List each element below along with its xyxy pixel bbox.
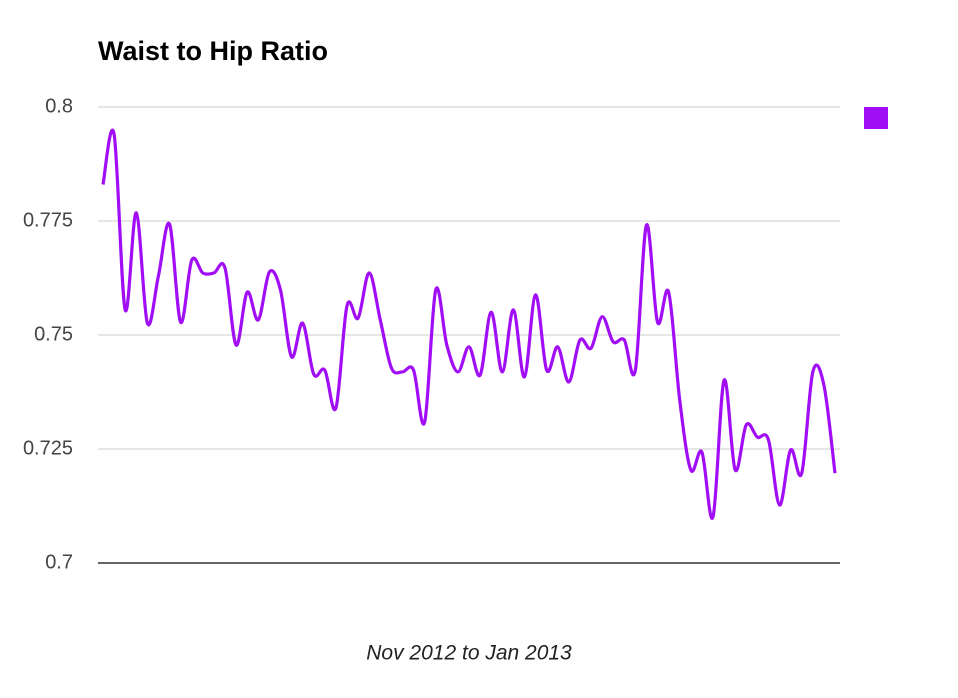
y-tick-label: 0.8 bbox=[45, 95, 73, 117]
legend-swatch bbox=[864, 107, 888, 129]
chart-title: Waist to Hip Ratio bbox=[98, 36, 328, 66]
x-axis-label: Nov 2012 to Jan 2013 bbox=[366, 642, 572, 665]
y-tick-label: 0.725 bbox=[23, 437, 73, 459]
y-tick-label: 0.75 bbox=[34, 323, 73, 345]
y-tick-label: 0.775 bbox=[23, 209, 73, 231]
series-line bbox=[101, 128, 837, 520]
y-tick-label: 0.7 bbox=[45, 551, 73, 573]
